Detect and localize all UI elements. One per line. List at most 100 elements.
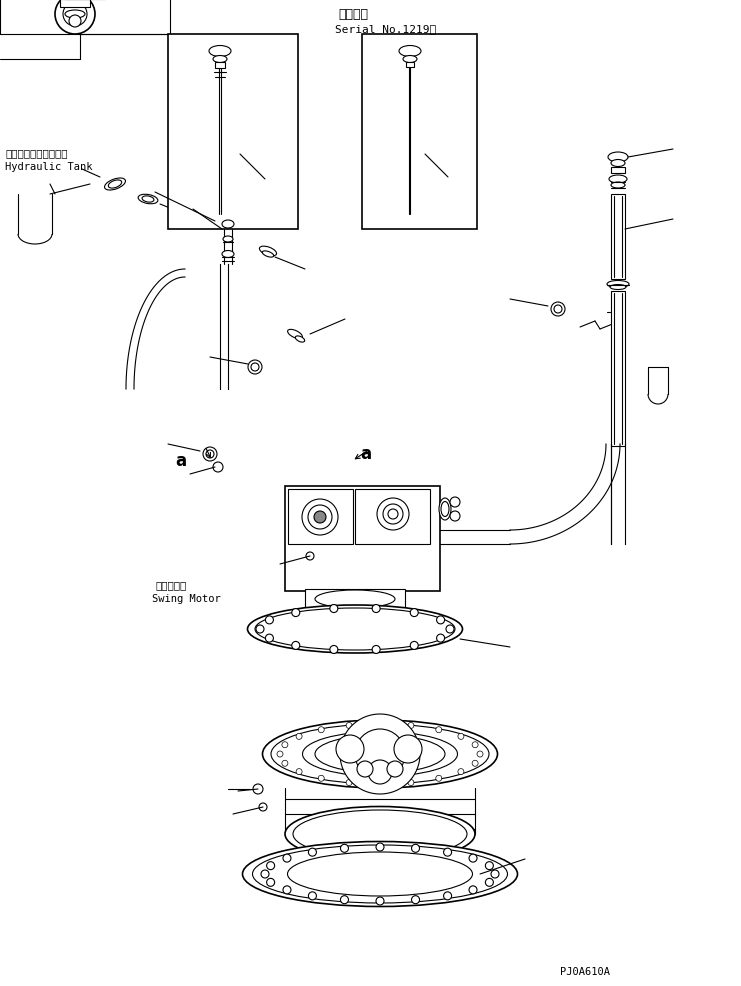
Text: PJ0A610A: PJ0A610A [560, 966, 610, 976]
Circle shape [283, 854, 291, 862]
Circle shape [383, 505, 403, 525]
Circle shape [277, 751, 283, 757]
Circle shape [302, 500, 338, 535]
Circle shape [408, 723, 414, 729]
Ellipse shape [285, 807, 475, 862]
Ellipse shape [209, 46, 231, 57]
Circle shape [436, 616, 445, 624]
Ellipse shape [399, 46, 421, 57]
Text: 適用号機: 適用号機 [338, 8, 368, 21]
Circle shape [203, 448, 217, 461]
Bar [611, 168, 625, 174]
Ellipse shape [403, 56, 417, 63]
Ellipse shape [104, 178, 125, 191]
Circle shape [213, 462, 223, 472]
Circle shape [256, 625, 264, 633]
Circle shape [485, 879, 494, 886]
Ellipse shape [259, 246, 276, 256]
Ellipse shape [288, 330, 302, 339]
Circle shape [377, 499, 409, 530]
Circle shape [330, 646, 338, 654]
Text: Serial No.1219～: Serial No.1219～ [335, 24, 436, 34]
Ellipse shape [296, 336, 305, 343]
Text: a: a [175, 452, 186, 469]
Circle shape [472, 742, 478, 748]
Ellipse shape [222, 221, 234, 229]
Circle shape [296, 734, 302, 740]
Circle shape [69, 16, 81, 28]
Circle shape [477, 751, 483, 757]
Circle shape [318, 775, 325, 782]
Circle shape [340, 895, 348, 904]
Ellipse shape [262, 720, 497, 788]
Circle shape [411, 642, 418, 650]
Circle shape [377, 781, 383, 787]
Circle shape [388, 510, 398, 520]
Circle shape [308, 506, 332, 529]
Circle shape [355, 730, 405, 779]
Circle shape [296, 769, 302, 775]
Circle shape [444, 848, 451, 856]
Ellipse shape [610, 285, 626, 290]
Circle shape [394, 736, 422, 763]
Circle shape [292, 609, 300, 617]
Text: a: a [360, 445, 371, 462]
Circle shape [267, 862, 275, 870]
Circle shape [450, 498, 460, 508]
Circle shape [458, 769, 464, 775]
Circle shape [336, 736, 364, 763]
Ellipse shape [315, 736, 445, 773]
Ellipse shape [247, 605, 462, 654]
Circle shape [283, 886, 291, 894]
Polygon shape [300, 831, 355, 881]
Bar [285, 486, 440, 592]
Ellipse shape [255, 608, 455, 651]
Circle shape [340, 714, 420, 794]
Ellipse shape [611, 161, 625, 168]
Ellipse shape [439, 499, 451, 521]
Ellipse shape [609, 176, 627, 183]
Circle shape [308, 892, 316, 900]
Bar [168, 35, 298, 230]
Circle shape [265, 634, 273, 643]
Circle shape [368, 760, 392, 784]
Circle shape [436, 634, 445, 643]
Ellipse shape [213, 56, 227, 63]
Circle shape [450, 512, 460, 522]
Text: 旋回モータ: 旋回モータ [155, 580, 186, 590]
Circle shape [265, 616, 273, 624]
Bar [611, 292, 625, 447]
Ellipse shape [222, 251, 234, 258]
Circle shape [63, 3, 87, 27]
Circle shape [314, 512, 326, 524]
Circle shape [251, 364, 259, 372]
Circle shape [55, 0, 95, 35]
Ellipse shape [108, 180, 122, 189]
Circle shape [376, 843, 384, 851]
Circle shape [261, 870, 269, 879]
Circle shape [292, 642, 300, 650]
Ellipse shape [253, 845, 508, 903]
Circle shape [469, 886, 477, 894]
Circle shape [485, 862, 494, 870]
Circle shape [408, 780, 414, 786]
Circle shape [306, 552, 314, 560]
Circle shape [436, 727, 442, 733]
Text: Hydraulic Tank: Hydraulic Tank [5, 162, 93, 172]
Circle shape [357, 761, 373, 777]
Ellipse shape [441, 502, 449, 517]
Circle shape [491, 870, 499, 879]
Circle shape [377, 722, 383, 728]
Circle shape [411, 844, 419, 853]
Circle shape [259, 804, 267, 811]
Ellipse shape [302, 732, 457, 777]
Circle shape [387, 761, 403, 777]
Ellipse shape [288, 852, 473, 896]
Ellipse shape [611, 182, 625, 188]
Circle shape [282, 742, 288, 748]
Circle shape [318, 727, 325, 733]
Ellipse shape [242, 842, 517, 906]
Circle shape [376, 897, 384, 905]
Circle shape [346, 780, 352, 786]
Circle shape [411, 609, 418, 617]
